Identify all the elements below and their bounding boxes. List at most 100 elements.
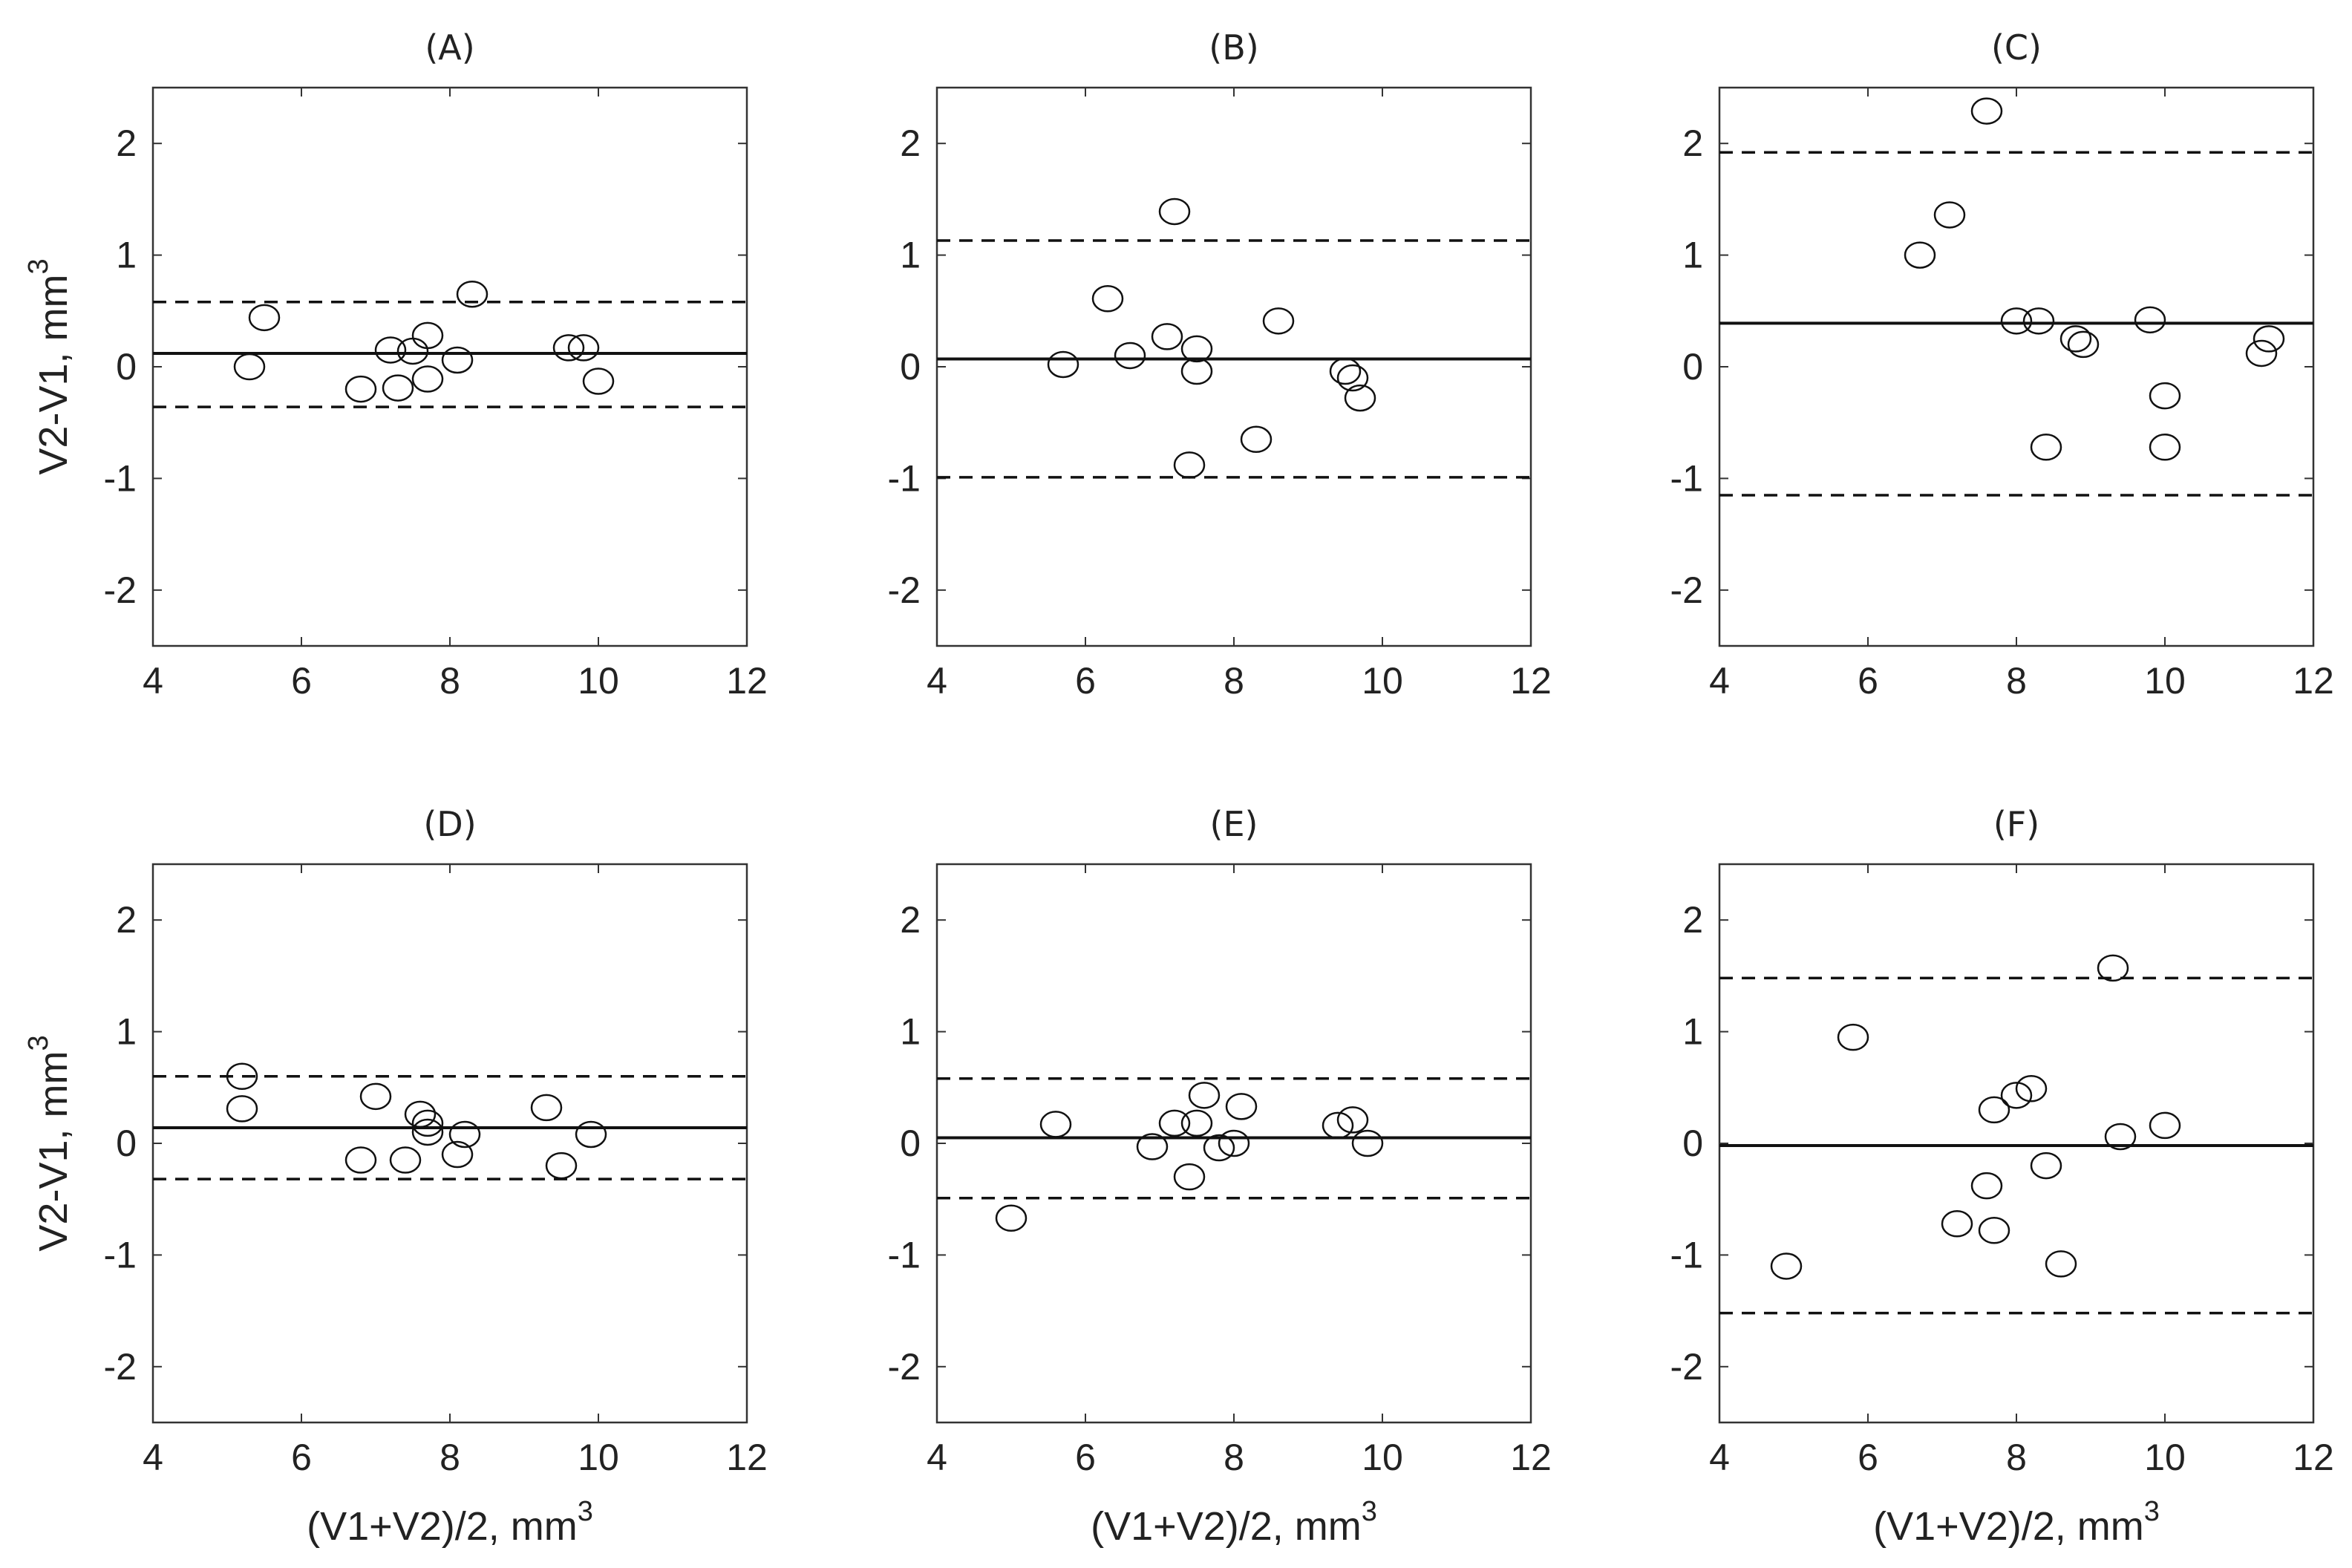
data-point xyxy=(396,337,429,365)
data-point xyxy=(1158,197,1191,226)
data-point xyxy=(545,1152,578,1180)
data-point xyxy=(2253,325,2285,353)
data-point xyxy=(233,353,266,381)
data-point xyxy=(1262,307,1295,335)
data-point xyxy=(411,1109,444,1137)
y-tick-label: 1 xyxy=(900,235,921,276)
x-tick-label: 10 xyxy=(2144,660,2186,702)
y-tick-label: -2 xyxy=(1670,569,1703,611)
y-tick-label: 1 xyxy=(116,235,137,276)
data-point xyxy=(1039,1111,1072,1138)
data-point xyxy=(2030,434,2062,461)
y-tick-label: -2 xyxy=(888,569,921,611)
data-point xyxy=(575,1120,607,1149)
y-axis-label: V2-V1, mm3 xyxy=(23,1035,76,1251)
panel-title: (B) xyxy=(1209,27,1258,68)
x-tick-label: 12 xyxy=(726,1437,768,1478)
y-tick-label: -2 xyxy=(888,1346,921,1388)
x-tick-label: 8 xyxy=(440,1437,460,1478)
x-tick-label: 10 xyxy=(578,660,619,702)
data-point xyxy=(2149,382,2181,410)
data-point xyxy=(1904,241,1936,269)
data-point xyxy=(382,374,414,402)
data-point xyxy=(2045,1250,2077,1278)
y-axis-label: V2-V1, mm3 xyxy=(23,258,76,474)
y-tick-label: -1 xyxy=(1670,1234,1703,1275)
y-tick-label: -1 xyxy=(888,1234,921,1275)
data-point xyxy=(2134,306,2166,334)
data-point xyxy=(226,1095,258,1123)
data-point xyxy=(248,304,281,332)
axes-frame xyxy=(1718,86,2315,647)
y-tick-label: 0 xyxy=(1682,1123,1703,1164)
data-point xyxy=(1933,201,1966,229)
y-tick-label: -2 xyxy=(104,569,137,611)
y-tick-label: -1 xyxy=(104,1234,137,1275)
data-point xyxy=(456,280,489,308)
data-point xyxy=(1225,1093,1258,1120)
data-point xyxy=(404,1100,437,1128)
y-tick-label: 0 xyxy=(1682,346,1703,388)
panel-title: (E) xyxy=(1210,804,1258,844)
data-point xyxy=(995,1204,1028,1232)
x-tick-label: 4 xyxy=(1709,1437,1730,1478)
x-tick-label: 4 xyxy=(927,1437,947,1478)
x-tick-label: 6 xyxy=(1858,660,1878,702)
y-tick-label: 0 xyxy=(116,346,137,388)
data-point xyxy=(2030,1152,2062,1180)
data-point xyxy=(1158,1109,1191,1137)
y-tick-label: -1 xyxy=(888,457,921,499)
data-point xyxy=(411,365,444,393)
data-point xyxy=(2067,330,2100,359)
y-tick-label: 1 xyxy=(116,1011,137,1053)
data-point xyxy=(1240,425,1273,454)
data-point xyxy=(1970,97,2003,125)
x-tick-label: 4 xyxy=(143,660,163,702)
y-tick-label: -2 xyxy=(104,1346,137,1388)
data-point xyxy=(344,1146,377,1174)
y-tick-label: 1 xyxy=(900,1011,921,1053)
axes-frame xyxy=(151,86,748,647)
y-tick-label: 0 xyxy=(900,346,921,388)
data-point xyxy=(1091,285,1124,313)
data-point xyxy=(1770,1252,1803,1280)
data-point xyxy=(411,321,444,350)
data-point xyxy=(1218,1129,1250,1157)
x-tick-label: 8 xyxy=(440,660,460,702)
data-point xyxy=(1344,384,1376,412)
data-point xyxy=(2059,325,2092,353)
y-tick-label: -1 xyxy=(1670,457,1703,499)
x-tick-label: 8 xyxy=(1224,660,1244,702)
y-tick-label: 2 xyxy=(1682,899,1703,941)
data-point xyxy=(1047,350,1079,379)
data-point xyxy=(530,1094,563,1122)
y-tick-label: 2 xyxy=(116,899,137,941)
x-tick-label: 8 xyxy=(1224,1437,1244,1478)
data-point xyxy=(1837,1023,1869,1051)
data-point xyxy=(2000,1082,2033,1109)
x-tick-label: 12 xyxy=(2293,1437,2334,1478)
x-tick-label: 12 xyxy=(1510,1437,1552,1478)
data-point xyxy=(1114,342,1146,370)
data-point xyxy=(1180,357,1213,385)
y-tick-label: 1 xyxy=(1682,235,1703,276)
x-tick-label: 6 xyxy=(1075,1437,1096,1478)
data-point xyxy=(1180,335,1213,363)
data-point xyxy=(226,1062,258,1091)
data-point xyxy=(1336,364,1369,392)
data-point xyxy=(1329,357,1362,385)
data-point xyxy=(582,368,615,395)
x-tick-label: 4 xyxy=(927,660,947,702)
x-tick-label: 4 xyxy=(1709,660,1730,702)
x-tick-label: 10 xyxy=(1362,660,1403,702)
data-point xyxy=(1978,1096,2010,1124)
x-tick-label: 6 xyxy=(1858,1437,1878,1478)
panel-title: (C) xyxy=(1991,27,2042,68)
axes-frame xyxy=(1718,863,2315,1424)
data-point xyxy=(374,336,407,364)
data-point xyxy=(1173,451,1206,479)
y-tick-label: 0 xyxy=(900,1123,921,1164)
x-tick-label: 10 xyxy=(2144,1437,2186,1478)
